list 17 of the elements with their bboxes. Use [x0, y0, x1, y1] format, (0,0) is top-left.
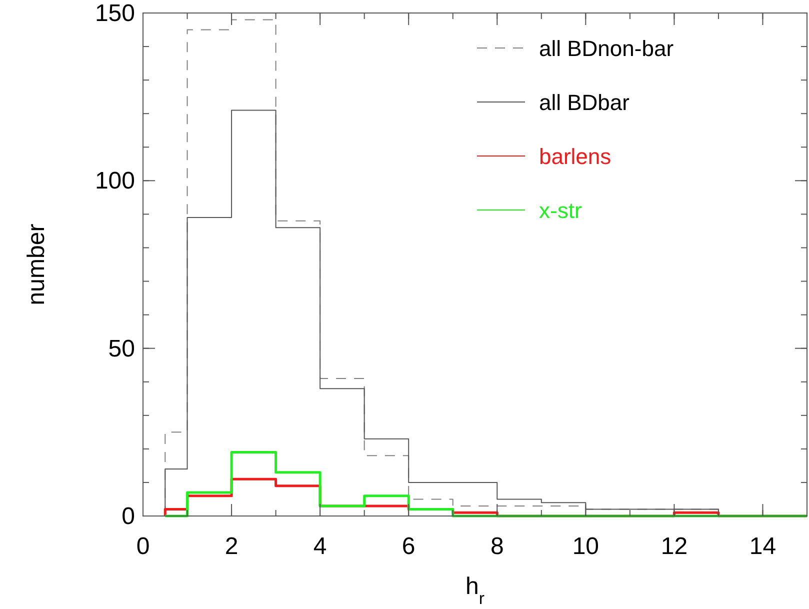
x-tick-label: 4 [313, 533, 327, 560]
x-tick-label: 10 [572, 533, 600, 560]
y-tick-label: 0 [122, 503, 135, 530]
x-tick-label: 6 [402, 533, 416, 560]
y-tick-label: 150 [94, 0, 135, 27]
legend-label: x-str [539, 198, 582, 223]
legend-label: barlens [539, 144, 612, 169]
y-axis-title: number [23, 224, 50, 306]
legend-label: all BDnon-bar [539, 36, 674, 61]
x-tick-label: 2 [224, 533, 238, 560]
y-tick-label: 50 [108, 335, 135, 362]
x-tick-label: 8 [490, 533, 504, 560]
legend-label: all BDbar [539, 90, 630, 115]
x-tick-label: 12 [660, 533, 688, 560]
x-axis-title: h$_{r}$ [466, 573, 485, 608]
y-tick-label: 100 [94, 168, 135, 195]
x-tick-label: 14 [749, 533, 776, 560]
